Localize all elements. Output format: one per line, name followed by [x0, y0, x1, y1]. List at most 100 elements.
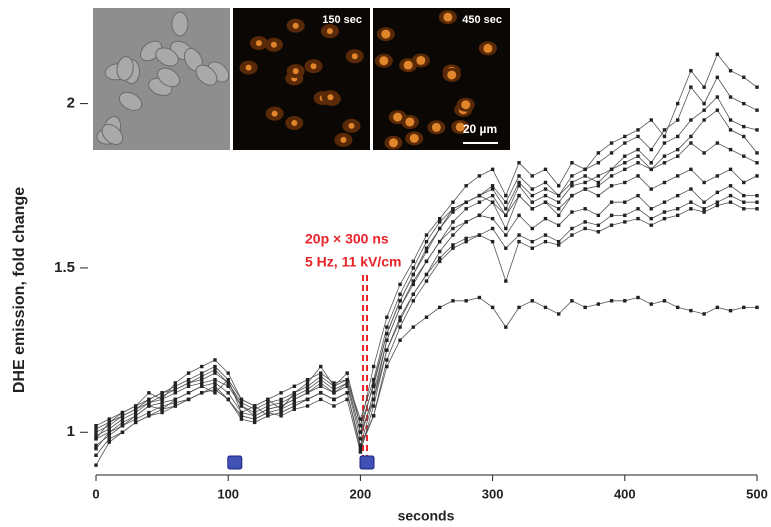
data-point: [689, 167, 693, 172]
data-point: [385, 331, 389, 336]
nucleus: [245, 64, 252, 71]
data-point: [464, 207, 468, 211]
data-point: [728, 167, 733, 172]
data-point: [742, 101, 746, 106]
data-point: [411, 279, 415, 283]
data-point: [200, 384, 204, 388]
data-point: [213, 387, 217, 392]
data-point: [504, 200, 508, 204]
data-point: [266, 400, 270, 405]
data-point: [742, 75, 746, 80]
nucleus: [326, 28, 333, 35]
data-point: [517, 305, 521, 310]
data-point: [411, 325, 415, 329]
data-point: [424, 246, 429, 250]
data-point: [649, 147, 653, 152]
data-point: [371, 381, 376, 385]
data-point: [94, 423, 98, 428]
data-point: [517, 184, 521, 188]
data-point: [715, 95, 720, 99]
data-point: [94, 433, 98, 438]
data-point: [186, 397, 191, 402]
data-point: [649, 161, 653, 165]
data-point: [173, 384, 178, 388]
data-point: [239, 417, 244, 421]
data-point: [477, 193, 482, 198]
data-point: [557, 200, 561, 204]
data-point: [292, 404, 296, 408]
data-point: [438, 216, 442, 221]
data-point: [226, 381, 230, 385]
data-point: [530, 207, 534, 211]
data-point: [107, 420, 111, 425]
data-point: [464, 236, 468, 241]
data-point: [689, 69, 693, 73]
data-point: [702, 118, 706, 122]
data-point: [133, 404, 138, 408]
data-point: [120, 414, 125, 418]
nucleus: [405, 117, 415, 127]
data-point: [385, 348, 389, 352]
data-point: [213, 391, 217, 395]
data-point: [305, 377, 310, 382]
data-point: [755, 193, 759, 198]
data-point: [504, 207, 508, 211]
data-point: [570, 184, 574, 188]
data-point: [583, 187, 587, 191]
data-point: [543, 239, 548, 244]
cell: [157, 67, 181, 88]
data-point: [438, 226, 442, 231]
data-point: [94, 437, 98, 441]
data-point: [623, 141, 627, 145]
data-point: [147, 404, 151, 408]
data-point: [636, 128, 640, 132]
data-point: [570, 174, 574, 178]
data-point: [200, 371, 204, 375]
data-point: [332, 381, 336, 385]
data-point: [305, 384, 310, 388]
data-point: [438, 256, 442, 260]
data-point: [200, 374, 204, 379]
data-point: [504, 246, 508, 250]
nucleus: [340, 136, 347, 143]
nucleus: [327, 94, 334, 101]
data-point: [411, 282, 415, 287]
data-point: [358, 443, 363, 448]
data-point: [438, 259, 442, 264]
data-point: [675, 305, 680, 310]
data-point: [424, 249, 429, 254]
data-point: [305, 391, 310, 395]
data-point: [490, 216, 495, 221]
data-point: [292, 397, 296, 402]
data-point: [649, 118, 653, 122]
data-point: [662, 180, 667, 185]
data-point: [398, 338, 402, 342]
data-point: [702, 108, 706, 112]
data-point: [226, 384, 230, 388]
data-point: [755, 128, 759, 132]
data-point: [451, 210, 455, 214]
data-point: [636, 134, 640, 139]
data-point: [332, 397, 336, 402]
data-point: [623, 167, 627, 172]
data-point: [517, 161, 521, 165]
data-point: [504, 325, 508, 329]
data-point: [623, 200, 627, 204]
data-point: [252, 407, 257, 411]
data-point: [702, 85, 706, 89]
data-point: [371, 414, 376, 418]
data-point: [715, 52, 720, 57]
data-point: [279, 397, 283, 402]
data-point: [662, 154, 667, 158]
data-point: [596, 223, 601, 227]
data-point: [424, 259, 429, 264]
data-point: [755, 305, 759, 310]
data-point: [345, 397, 349, 402]
data-point: [543, 180, 548, 185]
data-point: [755, 85, 759, 89]
data-point: [557, 223, 561, 227]
data-point: [252, 410, 257, 415]
data-point: [345, 381, 349, 385]
data-point: [530, 299, 534, 303]
data-point: [490, 200, 495, 204]
